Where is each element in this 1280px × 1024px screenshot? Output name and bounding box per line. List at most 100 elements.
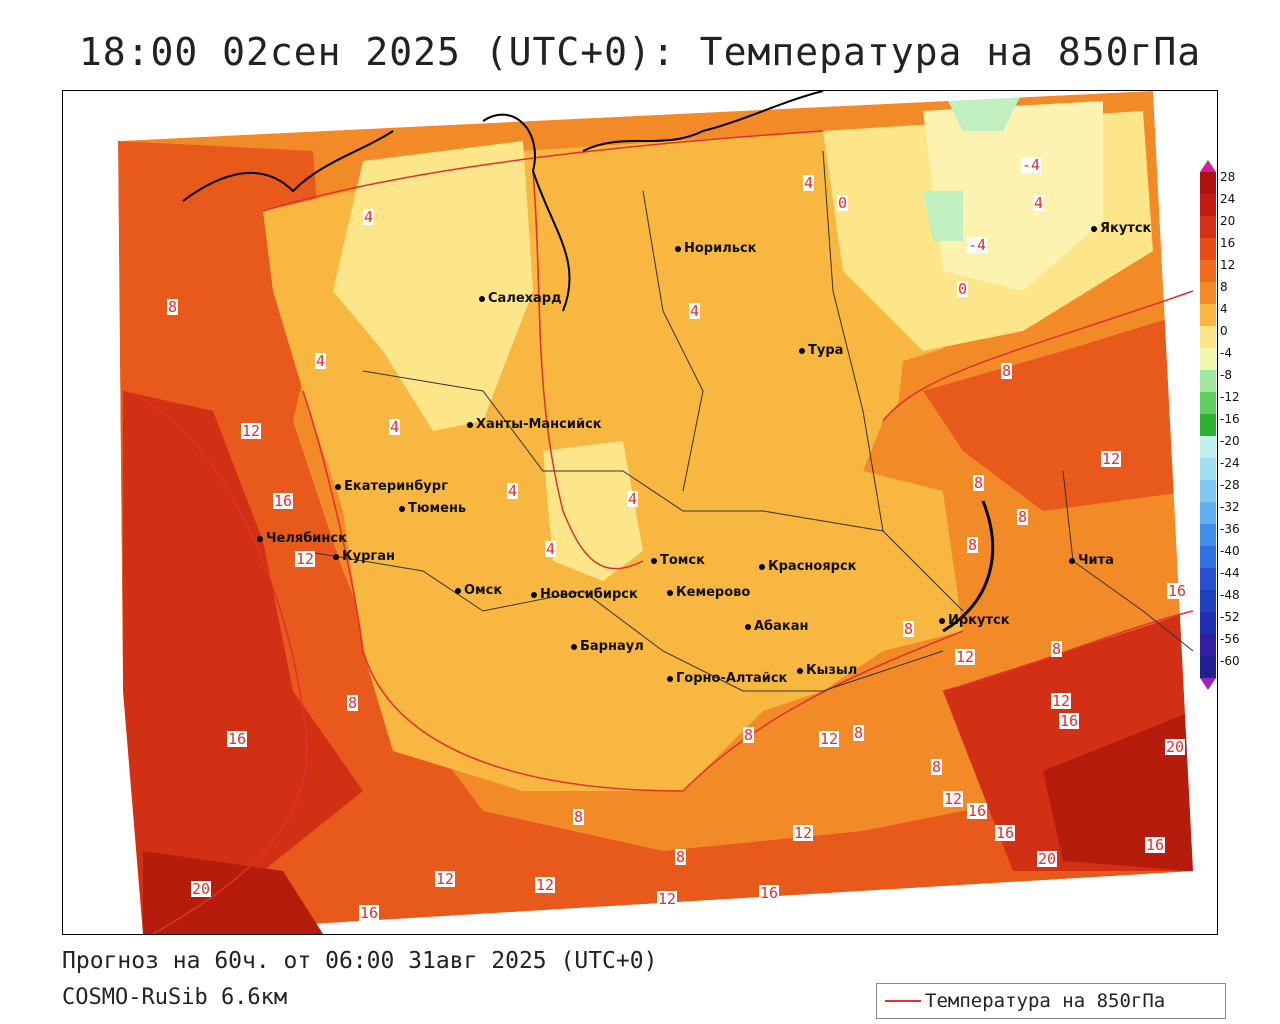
colorbar-tick: -32 <box>1220 500 1240 514</box>
zone-16-20-west <box>123 391 363 934</box>
contour-label: 16 <box>759 884 780 902</box>
city-dot-icon <box>455 587 461 594</box>
colorbar-tick: 28 <box>1220 170 1236 184</box>
colorbar-tick: 12 <box>1220 258 1236 272</box>
region-borders <box>302 150 1194 692</box>
city-dot-icon <box>257 535 263 542</box>
city-dot-icon <box>939 617 945 624</box>
city-kemerovo: Кемерово <box>667 585 750 600</box>
contour-label: 4 <box>315 352 327 370</box>
contour-label: 12 <box>955 648 976 666</box>
city-dot-icon <box>797 667 803 674</box>
city-chita: Чита <box>1069 553 1114 568</box>
colorbar-tick: -20 <box>1220 434 1240 448</box>
city-novosibirsk: Новосибирск <box>531 587 638 602</box>
zone-0-4-ob <box>543 441 643 581</box>
colorbar-tick: -44 <box>1220 566 1240 580</box>
contour-label: 8 <box>903 620 915 638</box>
contour-label: 16 <box>1167 582 1188 600</box>
contour-label: 0 <box>837 194 849 212</box>
colorbar-tick: -12 <box>1220 390 1240 404</box>
contour-label: 8 <box>347 694 359 712</box>
contour-label: 4 <box>1033 194 1045 212</box>
colorbar-tick: 20 <box>1220 214 1236 228</box>
contour-label: 0 <box>957 280 969 298</box>
contour-label: 12 <box>1101 450 1122 468</box>
contour-label: 4 <box>689 302 701 320</box>
city-dot-icon <box>1091 225 1097 232</box>
city-yakutsk: Якутск <box>1091 221 1151 236</box>
contour-label: 12 <box>535 876 556 894</box>
colorbar-tick: -40 <box>1220 544 1240 558</box>
city-abakan: Абакан <box>745 619 809 634</box>
city-tomsk: Томск <box>651 553 705 568</box>
contour-label: 12 <box>435 870 456 888</box>
city-dot-icon <box>335 483 341 490</box>
contour-label: 16 <box>1059 712 1080 730</box>
colorbar-tick: 4 <box>1220 302 1228 316</box>
zone-12-16 <box>118 141 1193 934</box>
city-dot-icon <box>667 589 673 596</box>
city-dot-icon <box>759 563 765 570</box>
colorbar-tick: -52 <box>1220 610 1240 624</box>
contour-label: 8 <box>973 474 985 492</box>
isolines <box>122 130 1194 934</box>
contour-label: 12 <box>943 790 964 808</box>
contour-label: 12 <box>295 550 316 568</box>
contour-label: 20 <box>191 880 212 898</box>
contour-label: 4 <box>627 490 639 508</box>
colorbar-tick: -56 <box>1220 632 1240 646</box>
contour-label: 12 <box>819 730 840 748</box>
contour-label: 12 <box>657 890 678 908</box>
contour-label: 4 <box>363 208 375 226</box>
colorbar-tick: -24 <box>1220 456 1240 470</box>
legend-box: Температура на 850гПа <box>876 983 1226 1019</box>
contour-label: 8 <box>675 848 687 866</box>
colorbar-tick: -28 <box>1220 478 1240 492</box>
contour-label: 16 <box>995 824 1016 842</box>
map-title: 18:00 02сен 2025 (UTC+0): Температура на… <box>78 30 1202 74</box>
contour-label: 4 <box>389 418 401 436</box>
city-dot-icon <box>651 557 657 564</box>
city-dot-icon <box>675 245 681 252</box>
contour-label: 8 <box>1017 508 1029 526</box>
legend-line-icon <box>885 1000 921 1002</box>
contour-label: 20 <box>1165 738 1186 756</box>
contour-label: -4 <box>967 236 988 254</box>
contour-label: -4 <box>1021 156 1042 174</box>
city-chelyabinsk: Челябинск <box>257 531 347 546</box>
zone-0-4-north <box>333 141 533 431</box>
contour-label: 8 <box>853 724 865 742</box>
zone-20-24-east <box>1043 711 1193 871</box>
contour-label: 12 <box>793 824 814 842</box>
contour-label: 8 <box>1001 362 1013 380</box>
colorbar-tick: 0 <box>1220 324 1228 338</box>
zone-cold-2 <box>923 191 963 241</box>
legend-label: Температура на 850гПа <box>925 990 1166 1012</box>
city-kyzyl: Кызыл <box>797 663 857 678</box>
model-name: COSMO-RuSib 6.6км <box>62 985 288 1010</box>
colorbar-tick: -48 <box>1220 588 1240 602</box>
colorbar-tick: 24 <box>1220 192 1236 206</box>
contour-label: 8 <box>1051 640 1063 658</box>
city-barnaul: Барнаул <box>571 639 644 654</box>
city-dot-icon <box>667 675 673 682</box>
contour-label: 8 <box>967 536 979 554</box>
forecast-info: Прогноз на 60ч. от 06:00 31авг 2025 (UTC… <box>62 948 658 974</box>
contour-label: 16 <box>967 802 988 820</box>
city-norilsk: Норильск <box>675 241 757 256</box>
city-tyumen: Тюмень <box>399 501 466 516</box>
contour-label: 4 <box>507 482 519 500</box>
city-dot-icon <box>479 295 485 302</box>
contour-label: 16 <box>227 730 248 748</box>
colorbar-tick: -60 <box>1220 654 1240 668</box>
colorbar-tick: -36 <box>1220 522 1240 536</box>
city-dot-icon <box>531 591 537 598</box>
colorbar-tick: 8 <box>1220 280 1228 294</box>
zone-cold <box>943 91 1023 131</box>
colorbar <box>1200 160 1216 690</box>
zone-12-east <box>923 311 1193 511</box>
contour-label: 8 <box>743 726 755 744</box>
city-dot-icon <box>571 643 577 650</box>
colorbar-tick: -16 <box>1220 412 1240 426</box>
